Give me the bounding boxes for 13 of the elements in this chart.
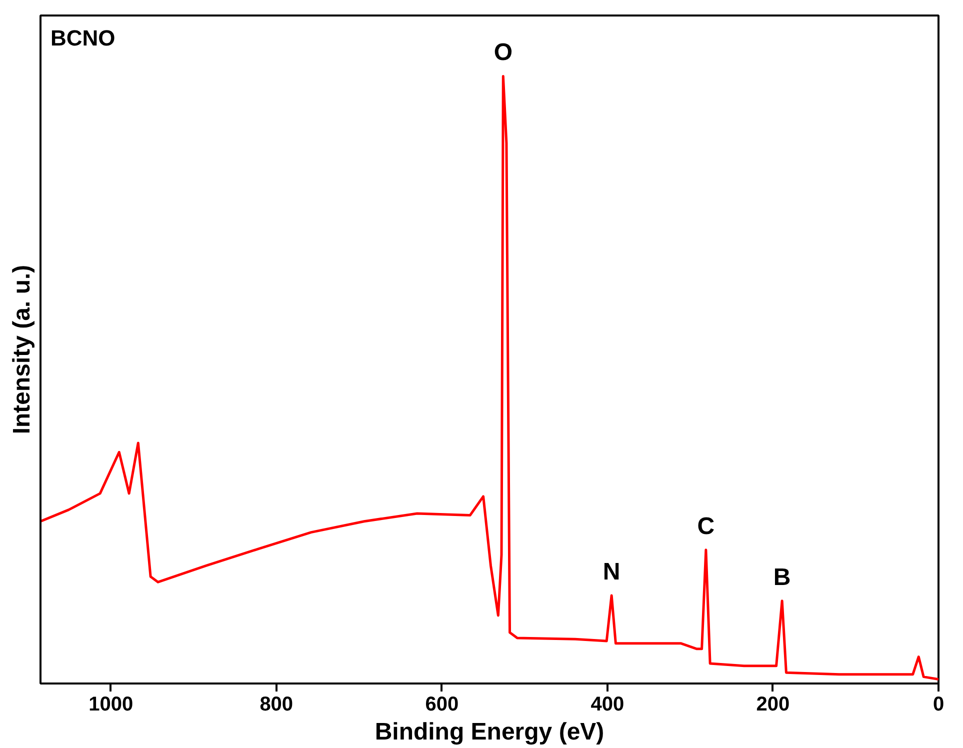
x-tick-label: 400 <box>590 694 624 716</box>
text: BCNO <box>50 26 116 50</box>
annotation: C <box>697 512 715 540</box>
x-tick-label: 1000 <box>88 694 134 716</box>
x-tick-label: 600 <box>425 694 459 716</box>
y-axis-title: Intensity (a. u.) <box>8 264 36 434</box>
annotation: O <box>494 39 512 66</box>
x-tick-label: 200 <box>756 694 790 716</box>
x-tick-label: 800 <box>260 694 294 716</box>
annotation: N <box>602 558 620 586</box>
x-tick-label: 0 <box>932 694 944 716</box>
annotation: B <box>773 564 791 591</box>
x-axis-title: Binding Energy (eV) <box>374 718 604 746</box>
